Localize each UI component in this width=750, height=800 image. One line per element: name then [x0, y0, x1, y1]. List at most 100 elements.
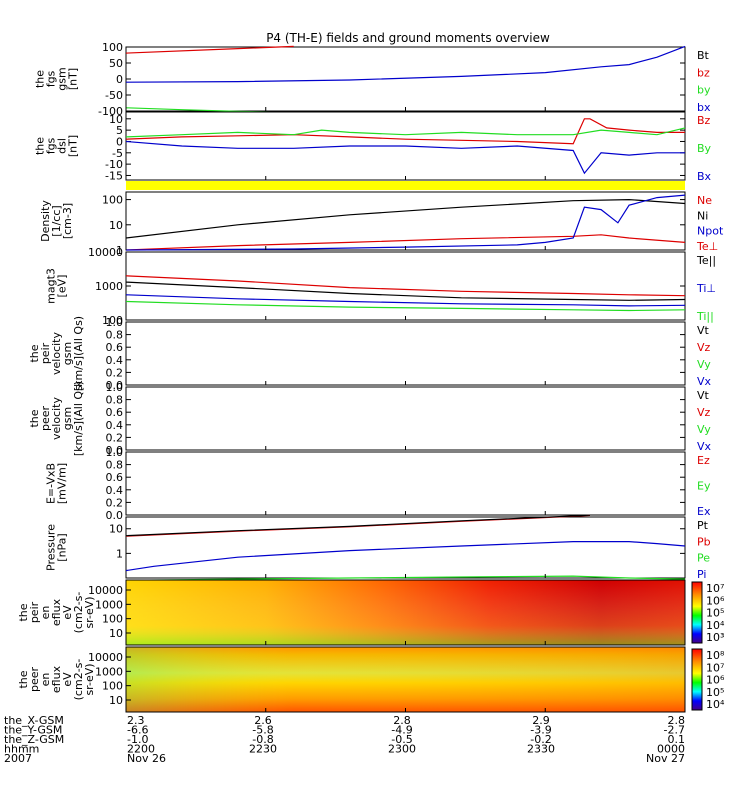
colorbar-tick-label: 10⁸ [706, 649, 725, 662]
y-tick-label: 0.4 [106, 354, 124, 367]
footer-row-label: the_X-GSM [4, 714, 64, 727]
y-tick-label: 1 [116, 547, 123, 560]
y-axis-label: en [39, 606, 52, 620]
y-axis-label: eV [61, 672, 74, 687]
series-line-Ni [125, 198, 686, 239]
y-axis-label: peir [28, 601, 41, 623]
footer-tick-value: 2.8 [668, 714, 686, 727]
footer-tick-value: -0.8 [252, 733, 273, 746]
y-axis-label: sr-eV) [83, 663, 96, 695]
y-axis-label: fgs [45, 137, 58, 154]
legend-entry: Ti|| [696, 310, 714, 323]
y-tick-label: 10000 [88, 584, 123, 597]
y-tick-label: 1000 [95, 665, 123, 678]
y-axis-label: gsm [56, 67, 69, 90]
y-axis-label: eV [61, 605, 74, 620]
footer-tick-value: 2200 [127, 743, 155, 756]
colorbar-tick-label: 10⁵ [706, 607, 724, 620]
legend-entry: Ez [697, 454, 710, 467]
footer-tick-value: 2300 [388, 743, 416, 756]
y-tick-label: 0.8 [106, 394, 124, 407]
footer-tick-value: 0000 [657, 743, 685, 756]
y-axis-label: en [39, 673, 52, 687]
y-tick-label: 0.4 [106, 484, 124, 497]
legend-entry: by [697, 84, 711, 97]
y-tick-label: -10 [105, 158, 123, 171]
y-axis-label: gsm [61, 342, 74, 365]
y-tick-label: 10000 [88, 246, 123, 259]
footer-tick-value: 2.6 [254, 714, 272, 727]
legend-entry: Ti⊥ [696, 282, 716, 295]
panel-4: 10000 1000 100 magt3[eV] Te|| Ti⊥ Ti|| [45, 246, 717, 327]
y-tick-label: 1000 [95, 280, 123, 293]
plot-frame [125, 321, 686, 386]
footer-tick-value: Nov 26 [127, 752, 166, 765]
y-axis-label: E=-VxB [45, 463, 58, 504]
legend-entry: bz [697, 66, 710, 79]
y-tick-label: 100 [102, 41, 123, 54]
legend-entry: Bz [697, 114, 711, 127]
series-line-Ti|| [125, 300, 686, 312]
y-tick-label: 5 [116, 124, 123, 137]
colorbar-tick-label: 10⁷ [706, 582, 724, 595]
y-tick-label: 0.8 [106, 329, 124, 342]
legend-entry: bx [697, 101, 711, 114]
legend-entry: Pb [697, 535, 711, 548]
footer-row-label: 2007 [4, 752, 32, 765]
y-axis-label: [1/cc] [50, 205, 63, 236]
colorbar [691, 581, 703, 644]
colorbar-tick-label: 10⁶ [706, 594, 725, 607]
series-line-Npot [125, 194, 686, 251]
legend-entry: Vt [697, 324, 710, 337]
legend-entry: Vt [697, 389, 710, 402]
plot-frame [125, 451, 686, 516]
y-axis-label: velocity [50, 397, 63, 440]
y-tick-label: 10000 [88, 651, 123, 664]
y-tick-label: 0.4 [106, 419, 124, 432]
panel-5: 1.00.80.60.40.20.0thepeirvelocitygsm[km/… [28, 316, 712, 392]
y-axis-label: the [17, 603, 30, 621]
series-line-Bx [125, 140, 685, 175]
y-axis-label: [eV] [56, 275, 69, 298]
footer-tick-value: -1.0 [127, 733, 148, 746]
y-tick-label: 0 [116, 135, 123, 148]
y-tick-label: 1.0 [106, 381, 124, 394]
legend-entry: Ex [697, 505, 711, 518]
y-axis-label: dsl [56, 138, 69, 154]
legend-entry: Ey [697, 480, 711, 493]
series-line-Pi [125, 540, 686, 572]
footer-tick-value: -4.9 [391, 724, 412, 737]
spectrogram-shade [126, 647, 685, 712]
footer-tick-value: -0.5 [391, 733, 412, 746]
panel-3: 100 10 1 Density[1/cc][cm-3] Ne Ni Npot Te⊥ [39, 191, 724, 257]
y-tick-label: 0 [116, 73, 123, 86]
y-tick-label: -15 [105, 169, 123, 182]
y-tick-label: 0.2 [106, 366, 124, 379]
y-tick-label: 1.0 [106, 446, 124, 459]
colorbar-tick-label: 10⁵ [706, 686, 724, 699]
legend-entry: Pt [697, 519, 709, 532]
spectrogram-shade [126, 580, 685, 645]
footer-tick-value: -0.2 [530, 733, 551, 746]
colorbar [691, 648, 703, 711]
panel-8: 10 1 Pressure[nPa] Pt Pb Pe Pi [45, 514, 711, 581]
panel-6: 1.00.80.60.40.20.0thepeervelocitygsm[km/… [28, 381, 712, 457]
footer-tick-value: 2330 [527, 743, 555, 756]
legend-entry: Bx [697, 170, 712, 183]
legend-entry: Vy [697, 423, 711, 436]
footer-row-label: hhmm [4, 743, 39, 756]
series-line-By [125, 127, 686, 138]
y-tick-label: 100 [102, 314, 123, 327]
series-line-Ti⊥ [125, 294, 686, 307]
legend-entry: Npot [697, 225, 724, 238]
y-tick-label: 0.8 [106, 459, 124, 472]
y-tick-label: 0.2 [106, 496, 124, 509]
y-tick-label: 0.2 [106, 431, 124, 444]
y-tick-label: 1000 [95, 598, 123, 611]
colorbar-tick-label: 10⁶ [706, 674, 725, 687]
series-line-Te⊥ [125, 275, 686, 297]
legend-entry: Vx [697, 375, 712, 388]
y-axis-label: the [34, 70, 47, 88]
